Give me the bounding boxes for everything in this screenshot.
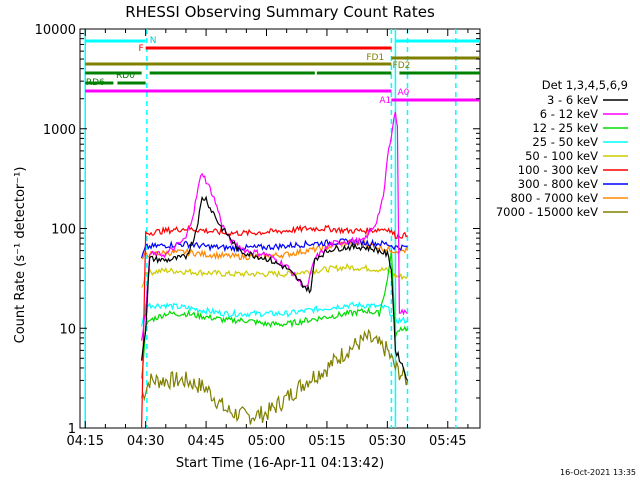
x-tick-label: 05:00 bbox=[248, 434, 285, 449]
x-tick-label: 05:30 bbox=[369, 434, 406, 449]
series-layer bbox=[141, 111, 409, 429]
legend-label: 300 - 800 keV bbox=[518, 177, 598, 191]
series-line-3 bbox=[141, 301, 408, 327]
legend-label: 3 - 6 keV bbox=[547, 93, 598, 107]
state-label-fd2: FD2 bbox=[393, 61, 411, 71]
x-tick-label: 04:15 bbox=[67, 434, 104, 449]
legend-label: 50 - 100 keV bbox=[525, 149, 598, 163]
series-line-2 bbox=[141, 249, 409, 379]
series-line-0 bbox=[141, 195, 409, 381]
x-tick-label: 05:15 bbox=[308, 434, 345, 449]
x-tick-label: 04:45 bbox=[187, 434, 224, 449]
y-tick-label: 100 bbox=[51, 223, 76, 238]
vline-layer bbox=[84, 29, 457, 428]
state-bar-layer: NF FD1 FD2 RD0 RD6 A1 A0 bbox=[85, 36, 480, 106]
series-line-5 bbox=[141, 224, 408, 429]
plot-frame bbox=[79, 28, 481, 429]
series-line-6 bbox=[141, 238, 408, 259]
state-label-rd0: RD0 bbox=[116, 71, 135, 81]
legend-label: 800 - 7000 keV bbox=[510, 191, 598, 205]
series-line-4 bbox=[141, 262, 408, 288]
y-tick-label: 1 bbox=[68, 422, 76, 437]
state-label-fd1: FD1 bbox=[366, 53, 384, 63]
legend-label: 100 - 300 keV bbox=[518, 163, 598, 177]
legend-label: 7000 - 15000 keV bbox=[496, 205, 598, 219]
plot-area: NF FD1 FD2 RD0 RD6 A1 A0 1 10 100 1000 10000 04:15 0… bbox=[35, 23, 481, 449]
state-label-a0: A0 bbox=[398, 88, 410, 98]
state-label-n: N bbox=[150, 36, 157, 46]
chart-title: RHESSI Observing Summary Count Rates bbox=[125, 3, 435, 21]
legend-label: 25 - 50 keV bbox=[532, 135, 598, 149]
state-label-a1: A1 bbox=[379, 96, 391, 106]
y-tick-label: 1000 bbox=[43, 123, 76, 138]
legend-label: 12 - 25 keV bbox=[532, 121, 598, 135]
series-line-8 bbox=[141, 328, 409, 425]
series-line-1 bbox=[141, 111, 408, 341]
y-axis-label: Count Rate (s⁻¹ detector⁻¹) bbox=[13, 167, 28, 344]
footer-date: 16-Oct-2021 13:35 bbox=[560, 468, 636, 477]
tick-layer: 1 10 100 1000 10000 04:15 04:30 04:45 05:00 05:15… bbox=[35, 23, 480, 449]
state-label-f: F bbox=[138, 44, 143, 54]
y-tick-label: 10000 bbox=[35, 23, 76, 38]
x-axis-label: Start Time (16-Apr-11 04:13:42) bbox=[176, 456, 384, 471]
y-tick-label: 10 bbox=[59, 322, 76, 337]
legend-title: Det 1,3,4,5,6,9 bbox=[542, 78, 628, 92]
state-label-rd6: RD6 bbox=[86, 78, 105, 88]
x-tick-label: 04:30 bbox=[127, 434, 164, 449]
legend-label: 6 - 12 keV bbox=[540, 107, 598, 121]
x-tick-label: 05:45 bbox=[429, 434, 466, 449]
series-line-7 bbox=[141, 238, 409, 261]
